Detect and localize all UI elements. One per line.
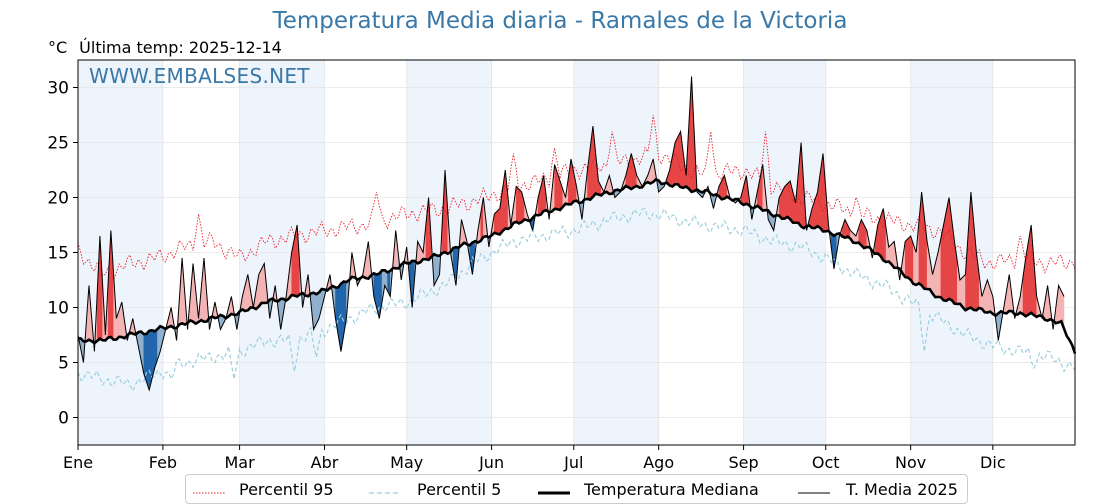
chart-title: Temperatura Media diaria - Ramales de la…: [272, 8, 848, 34]
series-percentil-95: [77, 114, 1076, 282]
legend-swatch-median: [538, 491, 570, 495]
x-tick-label: Nov: [895, 453, 926, 472]
chart-subtitle: °C Última temp: 2025-12-14: [48, 38, 282, 57]
anomaly-above: [907, 235, 911, 281]
legend-label-median: Temperatura Mediana: [584, 480, 759, 499]
x-tick-label: Dic: [980, 453, 1006, 472]
unit-label: °C: [48, 38, 68, 57]
y-tick-label: 5: [58, 354, 69, 374]
anomaly-above: [904, 238, 909, 278]
x-tick-label: Ene: [63, 453, 93, 472]
anomaly-above: [962, 274, 966, 311]
x-tick-label: Mar: [225, 453, 256, 472]
x-tick-label: Ago: [643, 453, 674, 472]
anomaly-above: [674, 136, 679, 185]
x-tick-label: Sep: [729, 453, 759, 472]
series-percentil-5: [77, 207, 1076, 393]
anomaly-above: [496, 208, 501, 235]
x-tick-label: Jun: [478, 453, 504, 472]
y-tick-label: 10: [47, 299, 69, 319]
anomaly-above: [784, 183, 788, 219]
legend-label-media2025: T. Media 2025: [846, 480, 958, 499]
legend-swatch-p5: [369, 492, 401, 494]
anomaly-above: [787, 180, 791, 220]
x-tick-label: May: [390, 453, 423, 472]
y-tick-label: 15: [47, 244, 69, 264]
series-media-2025: [77, 76, 1065, 392]
last-temp-label: Última temp: 2025-12-14: [79, 38, 282, 57]
series-mediana: [77, 177, 1077, 354]
y-tick-label: 0: [58, 409, 69, 429]
anomaly-above: [261, 263, 265, 304]
x-tick-label: Feb: [149, 453, 177, 472]
anomaly-above: [677, 131, 681, 188]
y-tick-label: 30: [47, 79, 69, 99]
x-tick-label: Jul: [563, 453, 583, 472]
x-tick-label: Oct: [812, 453, 840, 472]
anomaly-above: [518, 188, 522, 224]
legend-label-p95: Percentil 95: [239, 480, 334, 499]
anomaly-above: [946, 197, 950, 302]
y-tick-label: 25: [47, 134, 69, 154]
watermark: WWW.EMBALSES.NET: [89, 64, 310, 88]
y-tick-label: 20: [47, 189, 69, 209]
x-tick-label: Abr: [311, 453, 339, 472]
legend-swatch-p95: [193, 492, 225, 494]
anomaly-above: [494, 210, 498, 235]
legend-swatch-media2025: [798, 492, 830, 494]
legend-label-p5: Percentil 5: [417, 480, 502, 499]
anomaly-below: [146, 330, 150, 391]
